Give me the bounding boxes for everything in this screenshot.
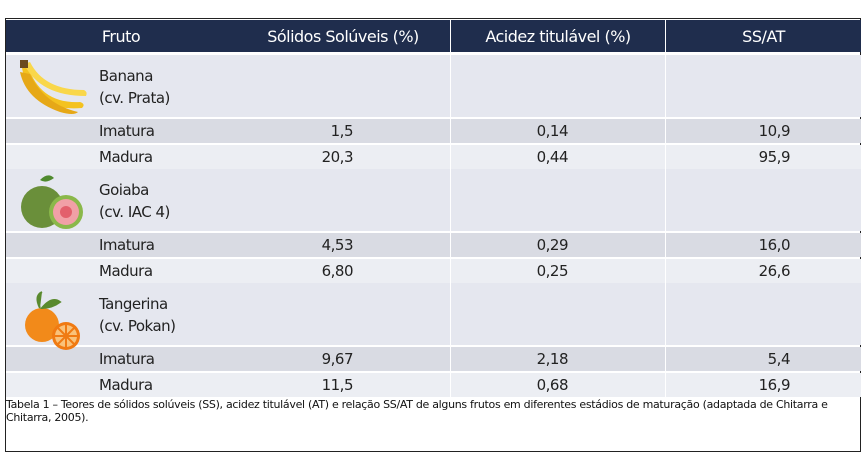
value-cell: 95,9 — [666, 145, 861, 169]
stage-label: Madura — [6, 373, 236, 397]
header-cell: Fruto — [6, 20, 236, 52]
value-cell: 16,0 — [666, 233, 861, 257]
stage-label: Imatura — [6, 233, 236, 257]
value-cell: 2,18 — [451, 347, 665, 371]
value-cell: 6,80 — [236, 259, 450, 283]
group-row-bg — [451, 283, 665, 345]
fruit-name: Banana — [99, 67, 153, 85]
value-cell: 16,9 — [666, 373, 861, 397]
stage-label: Imatura — [6, 119, 236, 143]
fruit-variety: (cv. Prata) — [99, 89, 170, 107]
banana-icon — [20, 60, 87, 114]
value-cell: 5,4 — [666, 347, 861, 371]
value-cell: 0,44 — [451, 145, 665, 169]
value-cell: 20,3 — [236, 145, 450, 169]
value-cell: 0,68 — [451, 373, 665, 397]
value-cell: 1,5 — [236, 119, 450, 143]
group-row-bg — [666, 283, 861, 345]
value-cell: 0,14 — [451, 119, 665, 143]
group-row-bg — [666, 169, 861, 231]
value-cell: 11,5 — [236, 373, 450, 397]
value-cell: 0,29 — [451, 233, 665, 257]
group-row-bg — [236, 55, 450, 117]
group-row-bg — [451, 55, 665, 117]
group-row-bg — [236, 283, 450, 345]
group-row-bg — [451, 169, 665, 231]
group-row-bg — [236, 169, 450, 231]
value-cell: 9,67 — [236, 347, 450, 371]
stage-label: Madura — [6, 145, 236, 169]
value-cell: 4,53 — [236, 233, 450, 257]
guava-icon — [21, 175, 83, 229]
header-cell: Sólidos Solúveis (%) — [236, 20, 450, 52]
fruit-name: Goiaba — [99, 181, 149, 199]
caption: Tabela 1 – Teores de sólidos solúveis (S… — [6, 398, 828, 424]
fruit-variety: (cv. Pokan) — [99, 317, 176, 335]
header-cell: SS/AT — [666, 20, 861, 52]
header-cell: Acidez titulável (%) — [451, 20, 665, 52]
value-cell: 26,6 — [666, 259, 861, 283]
value-cell: 10,9 — [666, 119, 861, 143]
value-cell: 0,25 — [451, 259, 665, 283]
fruit-name: Tangerina — [99, 295, 168, 313]
group-row-bg — [666, 55, 861, 117]
stage-label: Madura — [6, 259, 236, 283]
fruit-variety: (cv. IAC 4) — [99, 203, 170, 221]
stage-label: Imatura — [6, 347, 236, 371]
tangerine-icon — [25, 291, 80, 350]
